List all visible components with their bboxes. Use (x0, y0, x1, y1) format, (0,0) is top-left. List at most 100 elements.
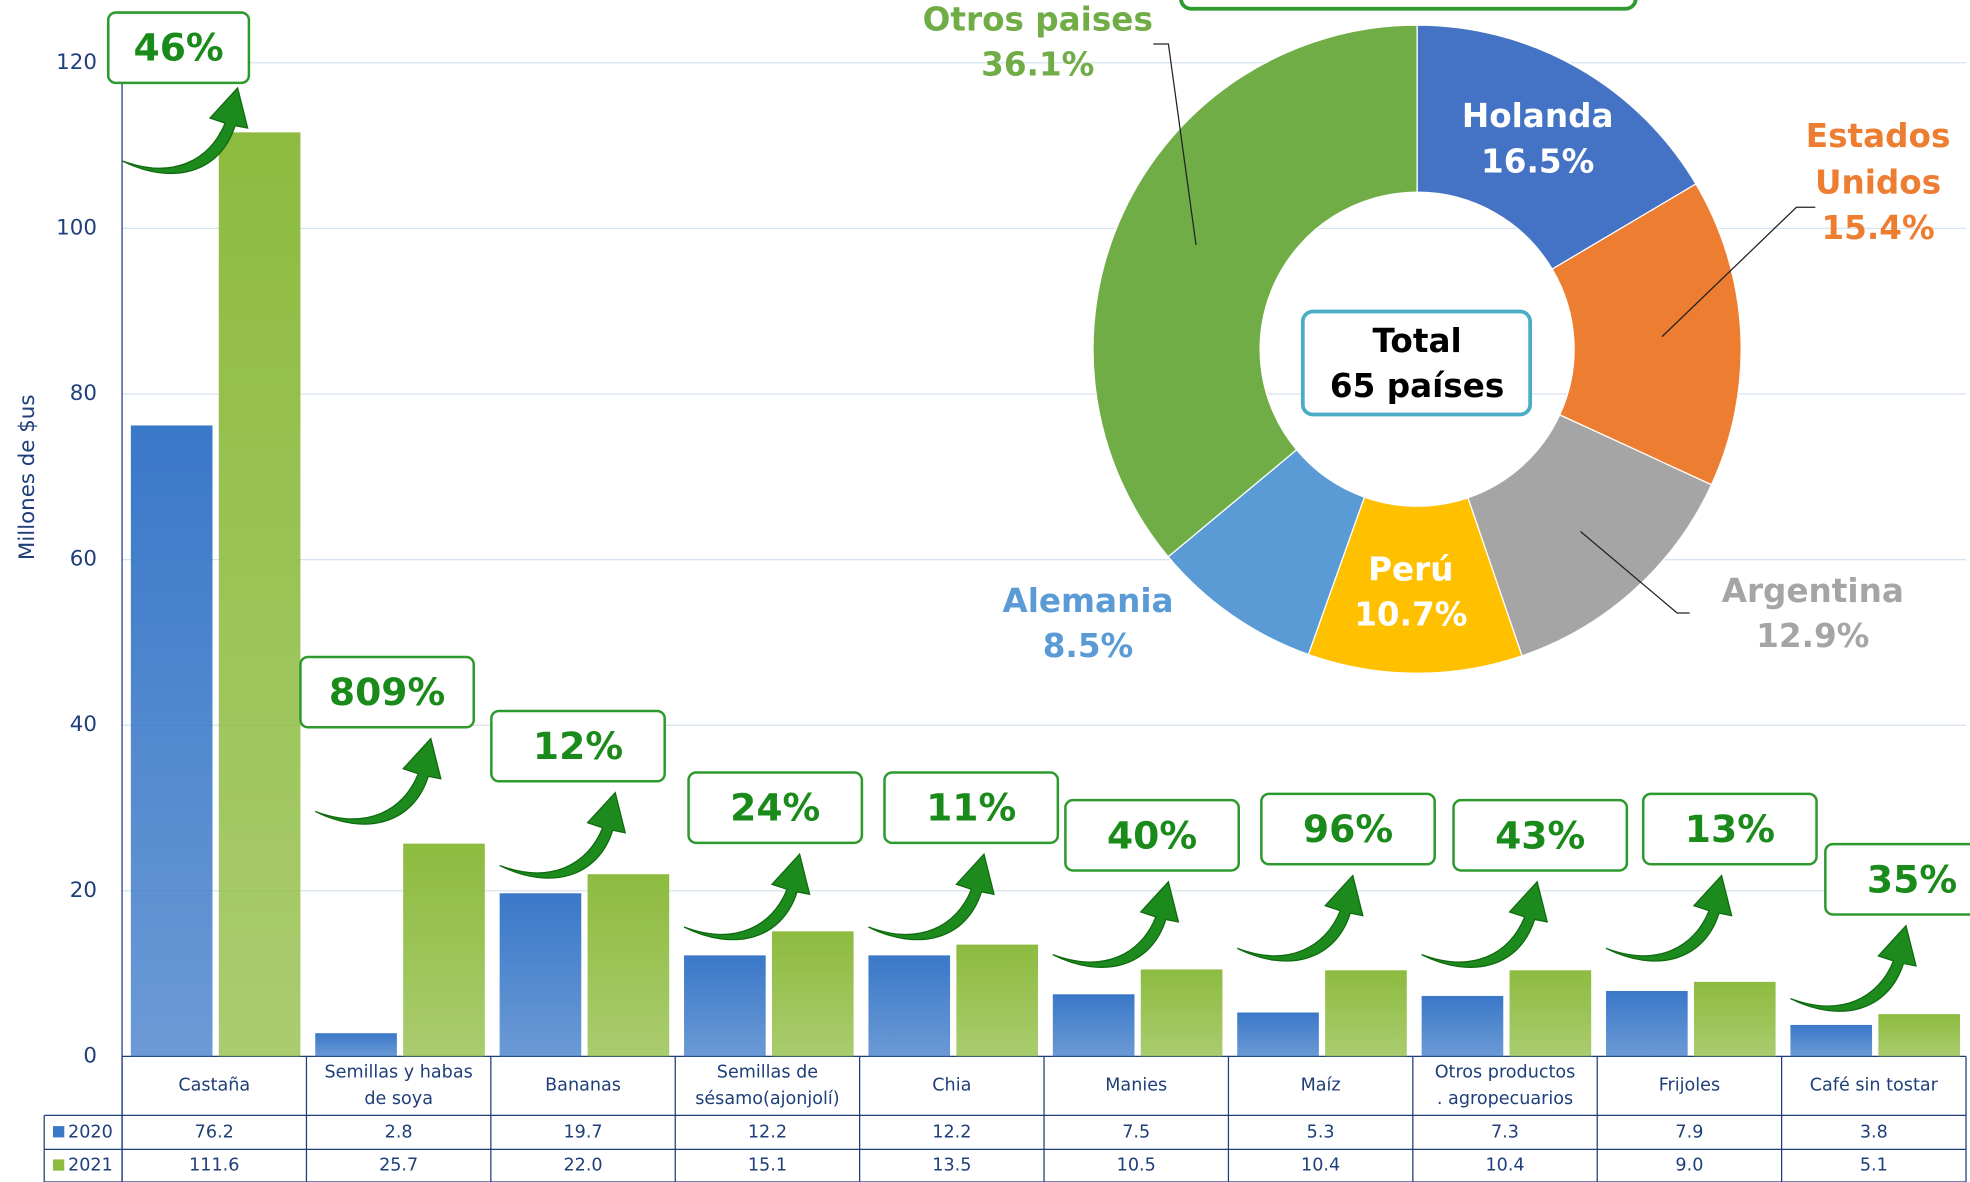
y-tick-label: 20 (70, 878, 97, 903)
pie-label: Estados Unidos (1806, 117, 1951, 201)
x-tick-label-line: sésamo(ajonjolí) (695, 1089, 839, 1109)
table-value: 12.2 (748, 1122, 787, 1142)
table-value: 5.1 (1860, 1156, 1888, 1176)
bar (1606, 991, 1688, 1056)
x-tick-label-line: Semillas y habas (325, 1063, 473, 1083)
pie-label-line: Unidos (1815, 164, 1941, 202)
table-value: 13.5 (932, 1156, 971, 1176)
pie-label: Alemania (1002, 582, 1173, 620)
pie-value-label: 36.1% (981, 46, 1094, 84)
bar (315, 1033, 397, 1056)
chart: Millones de $us 0 20 40 60 80 100 120 2020 2021 C… (0, 0, 1970, 1182)
y-axis-label: Millones de $us (15, 395, 40, 561)
growth-label: 96% (1303, 807, 1393, 851)
table-value: 22.0 (563, 1156, 602, 1176)
bar (1141, 969, 1223, 1056)
growth-label: 43% (1495, 813, 1585, 857)
x-tick-label: Otros productos. agropecuarios (1435, 1063, 1576, 1109)
x-tick-label: Maíz (1301, 1075, 1341, 1095)
table-value: 10.4 (1485, 1156, 1524, 1176)
bar (1878, 1014, 1960, 1056)
growth-arrow (1790, 926, 1916, 1012)
y-tick-label: 0 (83, 1043, 97, 1068)
table-value: 25.7 (379, 1156, 418, 1176)
growth-label: 12% (533, 724, 623, 768)
growth-arrow (1422, 882, 1548, 968)
growth-label: 35% (1867, 857, 1957, 901)
pie-value-label: 10.7% (1354, 596, 1467, 634)
growth-arrow (500, 793, 626, 879)
pie-value-label: 16.5% (1481, 142, 1594, 180)
growth-arrow (684, 854, 810, 940)
table-value: 3.8 (1860, 1122, 1888, 1142)
x-tick-label: Manies (1105, 1075, 1167, 1095)
table-value: 9.0 (1675, 1156, 1703, 1176)
table-value: 7.5 (1122, 1122, 1150, 1142)
bar (684, 955, 766, 1056)
x-tick-label: Semillas de sésamo(ajonjolí) (695, 1063, 839, 1109)
pie-value-label: 8.5% (1043, 627, 1134, 665)
bar (219, 132, 301, 1056)
center-label: Total (1373, 322, 1462, 360)
x-tick-label: Frijoles (1659, 1075, 1720, 1095)
growth-label: 46% (133, 26, 223, 70)
bar (588, 874, 670, 1056)
table-value: 2.8 (385, 1122, 413, 1142)
x-tick-label-line: Semillas de (717, 1063, 818, 1083)
growth-arrow (315, 739, 441, 825)
table-value: 19.7 (563, 1122, 602, 1142)
table-value: 7.3 (1491, 1122, 1519, 1142)
y-tick-label: 100 (56, 215, 97, 240)
decoration-box (1181, 0, 1636, 9)
growth-label: 809% (329, 670, 445, 714)
y-tick-label: 80 (70, 381, 97, 406)
pie-slice (1093, 25, 1417, 557)
y-tick-label: 60 (70, 547, 97, 572)
x-tick-label-line: . agropecuarios (1437, 1089, 1573, 1109)
x-tick-label: Bananas (545, 1075, 621, 1095)
bar (1422, 996, 1504, 1056)
bar (1694, 982, 1776, 1057)
y-tick-label: 120 (56, 50, 97, 75)
pie-label: Perú (1368, 551, 1453, 589)
growth-label: 13% (1685, 807, 1775, 851)
bar (1790, 1025, 1872, 1056)
pie-value-label: 12.9% (1756, 617, 1869, 655)
pie-value-label: 15.4% (1821, 209, 1934, 247)
pie-label: Holanda (1462, 97, 1614, 135)
legend-swatch (53, 1159, 64, 1170)
growth-label: 11% (926, 786, 1016, 830)
table-value: 15.1 (748, 1156, 787, 1176)
bar (500, 893, 582, 1056)
bar (1510, 970, 1592, 1056)
bar (868, 955, 950, 1056)
bar (1237, 1013, 1319, 1057)
table-value: 12.2 (932, 1122, 971, 1142)
growth-arrow (1053, 882, 1179, 968)
x-tick-label: Castaña (178, 1075, 250, 1095)
table-value: 5.3 (1307, 1122, 1335, 1142)
table-value: 10.4 (1301, 1156, 1340, 1176)
pie-label: Otros paises (923, 0, 1153, 38)
bar (403, 844, 485, 1057)
pie-label: Argentina (1722, 572, 1904, 610)
growth-arrow (1237, 876, 1363, 962)
legend-label: 2020 (68, 1122, 113, 1142)
bar (956, 945, 1038, 1057)
growth-arrow (1606, 876, 1732, 962)
growth-arrow (868, 854, 994, 940)
growth-label: 24% (730, 786, 820, 830)
bar (772, 931, 854, 1056)
pie-label-line: Estados (1806, 117, 1951, 155)
table-value: 76.2 (195, 1122, 234, 1142)
bar (1325, 970, 1407, 1056)
x-tick-label-line: de soya (364, 1089, 433, 1109)
legend-swatch (53, 1126, 64, 1137)
y-tick-label: 40 (70, 712, 97, 737)
legend-label: 2021 (68, 1156, 113, 1176)
center-label: 65 países (1330, 367, 1504, 405)
x-tick-label: Chia (932, 1075, 971, 1095)
bar (131, 425, 213, 1056)
bar (1053, 994, 1135, 1056)
x-tick-label: Café sin tostar (1810, 1075, 1939, 1095)
